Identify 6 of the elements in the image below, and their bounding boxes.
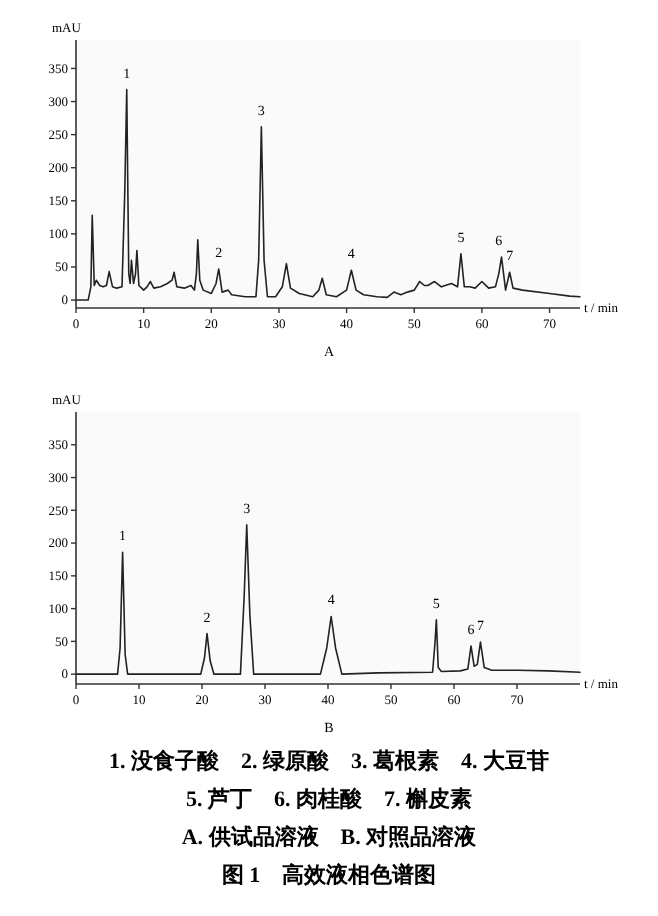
text: 5. 芦丁 6. 肉桂酸 7. 槲皮素 [186, 786, 472, 812]
caption: 图 1 高效液相色谱图 [221, 862, 437, 888]
text: A. 供试品溶液 B. 对照品溶液 [181, 824, 479, 850]
line-series [75, 523, 581, 675]
line-series [75, 88, 581, 301]
text: 1. 没食子酸 2. 绿原酸 3. 葛根素 4. 大豆苷 [109, 748, 549, 774]
